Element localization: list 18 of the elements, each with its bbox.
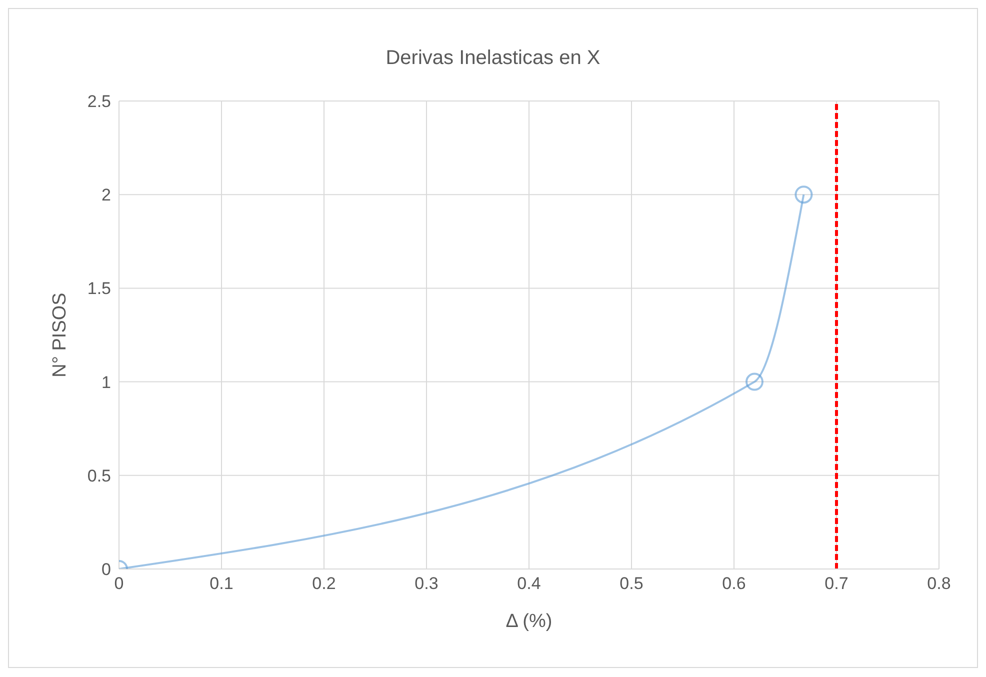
x-tick-label: 0.2 — [312, 574, 336, 594]
y-tick-label: 1 — [102, 372, 111, 392]
x-tick-label: 0.3 — [414, 574, 438, 594]
x-tick-label: 0 — [114, 574, 124, 594]
y-tick-label: 0.5 — [87, 466, 111, 486]
y-axis-title: N° PISOS — [50, 292, 71, 378]
x-tick-label: 0.8 — [927, 574, 951, 594]
x-tick-label: 0.6 — [722, 574, 746, 594]
y-tick-label: 1.5 — [87, 279, 111, 298]
y-tick-label: 2.5 — [87, 92, 111, 112]
x-tick-label: 0.7 — [824, 574, 848, 594]
y-tick-label: 0 — [102, 560, 111, 580]
x-tick-label: 0.4 — [517, 574, 541, 594]
x-axis-title: Δ (%) — [506, 611, 552, 632]
x-tick-label: 0.1 — [210, 574, 234, 594]
x-tick-label: 0.5 — [620, 574, 644, 594]
chart-title: Derivas Inelasticas en X — [384, 47, 602, 70]
y-tick-label: 2 — [102, 186, 111, 205]
